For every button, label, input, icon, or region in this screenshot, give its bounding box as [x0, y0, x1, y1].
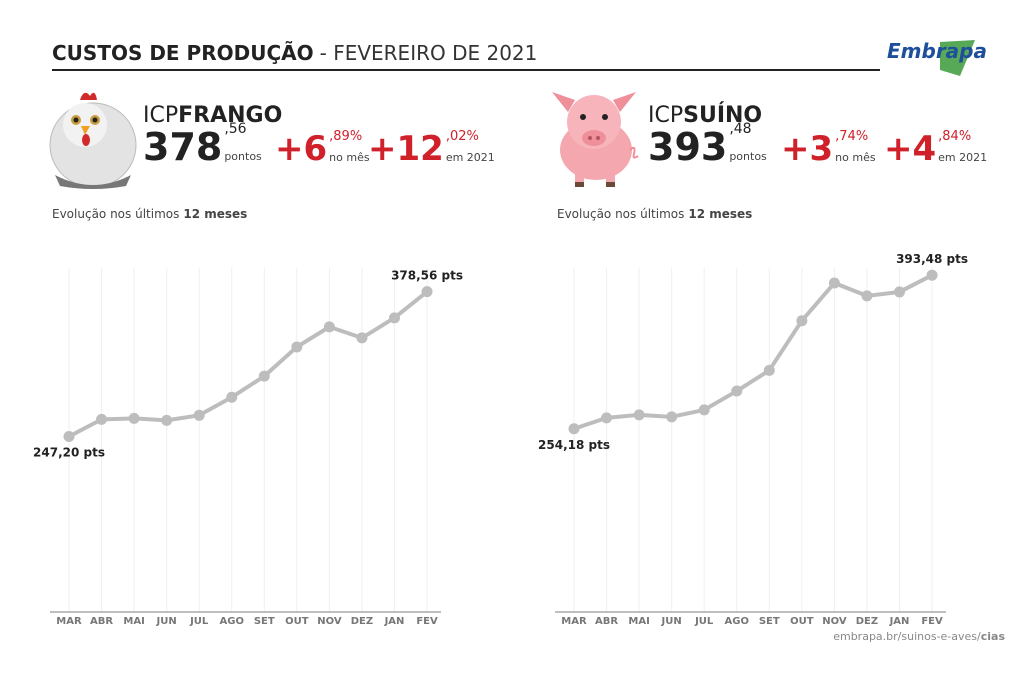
- point: [568, 423, 580, 435]
- point: [796, 315, 808, 327]
- point: [633, 409, 645, 421]
- x-tick-label: JUN: [156, 616, 177, 627]
- x-tick-label: MAI: [123, 616, 144, 627]
- x-tick-label: MAR: [56, 616, 82, 627]
- subtitle-bold: 12 meses: [183, 207, 247, 221]
- panel-title: ICPSUÍNO: [648, 102, 762, 128]
- point: [666, 411, 678, 423]
- point: [731, 385, 743, 397]
- point: [894, 286, 905, 298]
- x-tick-label: OUT: [790, 616, 814, 627]
- point: [291, 341, 303, 353]
- subtitle-text: Evolução nos últimos: [557, 207, 684, 221]
- year-int: +12: [368, 129, 444, 169]
- point: [926, 269, 938, 281]
- logo: Embrapa: [887, 39, 987, 63]
- x-tick-label: SET: [759, 616, 780, 627]
- point: [323, 321, 335, 333]
- index-unit: pontos: [729, 150, 767, 163]
- index-int: 378: [143, 125, 222, 169]
- month-label: no mês: [835, 151, 876, 164]
- month-int: +3: [781, 129, 833, 169]
- x-tick-label: MAI: [628, 616, 649, 627]
- year-int: +4: [884, 129, 936, 169]
- subtitle-text: Evolução nos últimos: [52, 207, 179, 221]
- x-tick-label: JAN: [889, 616, 910, 627]
- panel-prefix: ICP: [648, 103, 683, 128]
- chart-subtitle: Evolução nos últimos 12 meses: [557, 207, 752, 221]
- value-label: 247,20 pts: [33, 445, 105, 459]
- point: [356, 332, 368, 344]
- point: [63, 430, 75, 442]
- footer: embrapa.br/suinos-e-aves/cias: [833, 630, 1005, 643]
- month-int: +6: [275, 129, 327, 169]
- year-dec: ,84%: [938, 129, 971, 144]
- x-tick-label: AGO: [220, 616, 244, 627]
- index-int: 393: [648, 125, 727, 169]
- panel-name: FRANGO: [178, 103, 282, 128]
- panel-name: SUÍNO: [683, 102, 762, 128]
- footer-url: embrapa.br/suinos-e-aves/: [833, 630, 981, 643]
- point: [389, 312, 400, 324]
- title-rest: - FEVEREIRO DE 2021: [320, 41, 538, 65]
- footer-bold: cias: [981, 630, 1006, 643]
- index-unit: pontos: [224, 150, 262, 163]
- x-tick-label: JUL: [694, 616, 714, 627]
- x-tick-label: OUT: [285, 616, 309, 627]
- x-tick-label: SET: [254, 616, 275, 627]
- point: [828, 277, 840, 289]
- logo-shape: [940, 40, 975, 76]
- month-dec: ,74%: [835, 129, 868, 144]
- point: [763, 364, 775, 376]
- point: [861, 290, 873, 302]
- point: [698, 404, 710, 416]
- x-tick-label: DEZ: [351, 616, 373, 627]
- index-dec: ,56: [224, 121, 246, 137]
- pig-icon: [552, 92, 639, 187]
- x-tick-label: FEV: [416, 616, 438, 627]
- point: [128, 412, 140, 424]
- year-label: em 2021: [938, 151, 987, 164]
- value-label: 393,48 pts: [896, 252, 968, 266]
- x-tick-label: AGO: [725, 616, 749, 627]
- point: [258, 370, 270, 382]
- title-bold: CUSTOS DE PRODUÇÃO: [52, 41, 314, 65]
- x-tick-label: DEZ: [856, 616, 878, 627]
- index-dec: ,48: [729, 121, 751, 137]
- point: [161, 414, 173, 426]
- x-tick-label: FEV: [921, 616, 943, 627]
- x-tick-label: NOV: [317, 616, 342, 627]
- x-tick-label: NOV: [822, 616, 847, 627]
- x-tick-label: ABR: [595, 616, 618, 627]
- chart-subtitle: Evolução nos últimos 12 meses: [52, 207, 247, 221]
- x-tick-label: JUL: [189, 616, 209, 627]
- x-tick-label: ABR: [90, 616, 113, 627]
- x-tick-label: JUN: [661, 616, 682, 627]
- x-tick-label: MAR: [561, 616, 587, 627]
- year-dec: ,02%: [446, 129, 479, 144]
- point: [601, 412, 613, 424]
- point: [193, 409, 205, 421]
- value-label: 378,56 pts: [391, 269, 463, 283]
- panel-title: ICPFRANGO: [143, 103, 282, 128]
- month-dec: ,89%: [329, 129, 362, 144]
- subtitle-bold: 12 meses: [688, 207, 752, 221]
- point: [96, 413, 108, 425]
- point: [226, 391, 238, 403]
- value-label: 254,18 pts: [538, 438, 610, 452]
- point: [421, 286, 433, 298]
- x-tick-label: JAN: [384, 616, 405, 627]
- page-title: CUSTOS DE PRODUÇÃO - FEVEREIRO DE 2021: [52, 41, 537, 65]
- year-label: em 2021: [446, 151, 495, 164]
- panel-prefix: ICP: [143, 103, 178, 128]
- month-label: no mês: [329, 151, 370, 164]
- chicken-icon: [49, 92, 137, 189]
